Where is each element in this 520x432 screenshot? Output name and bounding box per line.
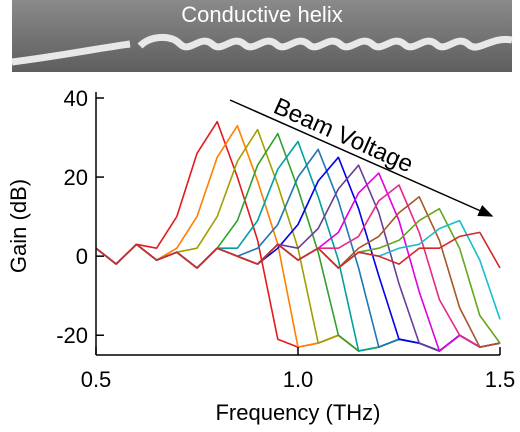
x-axis-label: Frequency (THz) — [215, 400, 380, 425]
series-line — [95, 124, 501, 352]
series-line — [95, 196, 501, 348]
helix — [11, 34, 513, 66]
image-title: Conductive helix — [181, 2, 342, 27]
y-tick-label: 20 — [64, 165, 88, 190]
series-line — [95, 120, 501, 352]
x-tick-label: 1.5 — [485, 367, 516, 392]
y-tick-label: 0 — [76, 244, 88, 269]
x-tick-label: 1.0 — [283, 367, 314, 392]
series-line — [95, 156, 501, 352]
y-tick-label: -20 — [56, 323, 88, 348]
series-line — [95, 231, 501, 269]
series-line — [95, 172, 501, 352]
y-axis-label: Gain (dB) — [6, 179, 31, 273]
arrow — [229, 99, 494, 217]
y-tick-label: 40 — [64, 86, 88, 111]
x-tick-label: 0.5 — [81, 367, 112, 392]
series-line — [95, 219, 501, 320]
annotation: Beam Voltage — [270, 93, 417, 178]
helix-image — [12, 0, 512, 72]
